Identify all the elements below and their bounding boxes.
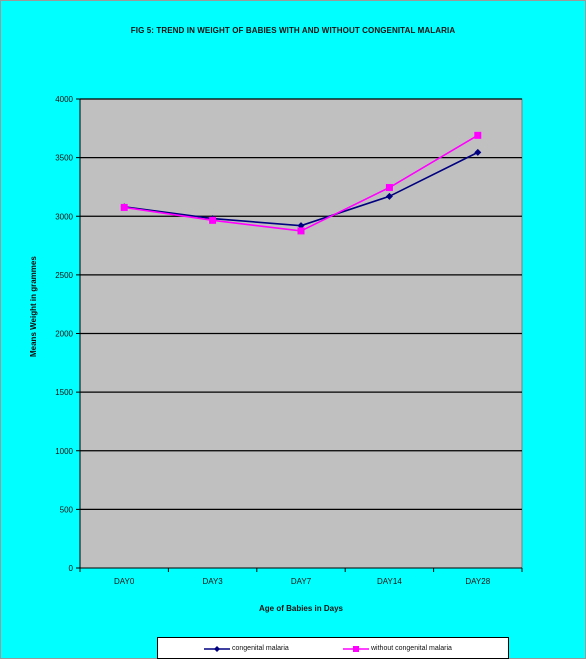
- data-point-square: [297, 227, 305, 235]
- y-tick-label: 2000: [55, 330, 73, 339]
- data-point-diamond: [474, 148, 482, 156]
- data-point-diamond: [297, 222, 305, 230]
- data-point-square: [474, 131, 482, 139]
- data-point-square: [209, 216, 217, 224]
- x-axis-label: Age of Babies in Days: [258, 604, 344, 613]
- legend-swatch-diamond-icon: [204, 646, 230, 652]
- x-tick-label: DAY0: [114, 577, 135, 586]
- legend: congenital malaria without congenital ma…: [157, 637, 509, 659]
- x-tick-label: DAY7: [291, 577, 312, 586]
- x-tick-label: DAY14: [377, 577, 402, 586]
- y-tick-label: 1500: [55, 388, 73, 397]
- data-point-square: [385, 184, 393, 192]
- y-tick-label: 0: [69, 564, 74, 573]
- y-tick-label: 500: [60, 505, 74, 514]
- legend-label-series-0: congenital malaria: [232, 645, 289, 652]
- y-tick-label: 1000: [55, 447, 73, 456]
- x-tick-label: DAY3: [202, 577, 223, 586]
- data-point-diamond: [385, 192, 393, 200]
- y-tick-label: 3500: [55, 154, 73, 163]
- legend-label-series-1: without congenital malaria: [371, 645, 452, 652]
- x-tick-label: DAY28: [465, 577, 490, 586]
- chart-title: FIG 5: TREND IN WEIGHT OF BABIES WITH AN…: [130, 26, 456, 35]
- y-tick-label: 4000: [55, 95, 73, 104]
- y-tick-label: 2500: [55, 271, 73, 280]
- data-point-square: [120, 203, 128, 211]
- legend-swatch-square-icon: [343, 646, 369, 652]
- y-tick-label: 3000: [55, 212, 73, 221]
- y-axis-label: Means Weight in grammes: [29, 256, 38, 358]
